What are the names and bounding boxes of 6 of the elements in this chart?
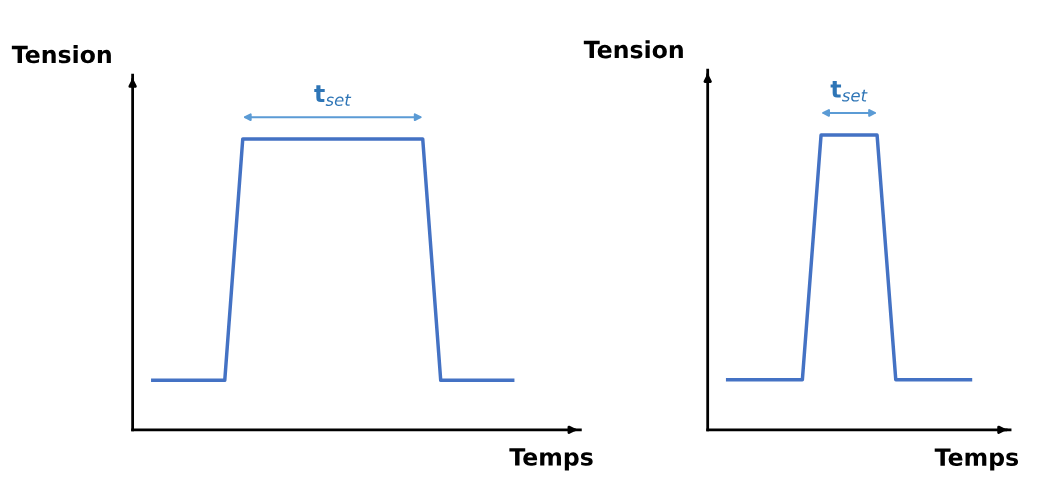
x-axis-title: Temps xyxy=(509,448,593,471)
text: t$_{set}$ xyxy=(314,85,352,107)
y-axis-title: Tension xyxy=(583,40,683,59)
text: t$_{set}$ xyxy=(830,80,868,102)
x-axis-title: Temps xyxy=(934,448,1019,471)
y-axis-title: Tension xyxy=(11,45,111,64)
